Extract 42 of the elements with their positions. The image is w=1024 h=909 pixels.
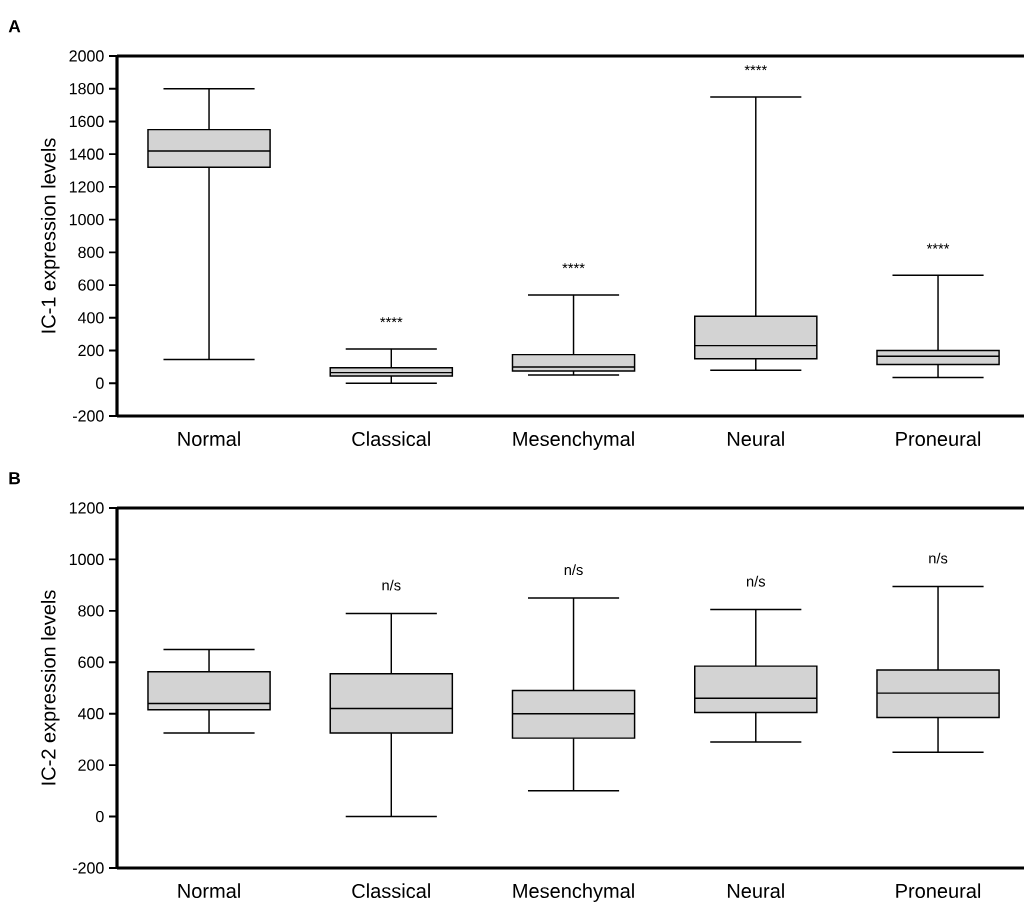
x-tick-label: Mesenchymal [513, 431, 634, 450]
y-tick-label: 1800 [69, 83, 104, 95]
y-tick-label: 0 [96, 377, 104, 389]
x-tick-label: Classical [352, 431, 430, 447]
x-tick-label: Classical [352, 883, 430, 899]
y-tick-label: 1000 [69, 213, 104, 226]
y-tick-label: 200 [78, 759, 104, 771]
y-axis-title: IC-2 expression levels [40, 590, 60, 785]
annotation: n/s [382, 579, 401, 591]
x-tick-label: Neural [727, 883, 784, 899]
x-tick-label: Proneural [896, 883, 981, 899]
y-tick-label: 400 [77, 708, 104, 720]
annotation: **** [380, 317, 403, 323]
y-tick-label: 1200 [69, 181, 104, 193]
y-tick-label: 2000 [69, 50, 104, 62]
y-tick-label: -200 [72, 410, 104, 422]
y-tick-label: 800 [78, 605, 104, 617]
annotation: **** [562, 263, 585, 269]
y-tick-label: 1400 [69, 148, 104, 160]
x-tick-label: Normal [178, 883, 240, 899]
y-tick-label: 1200 [69, 502, 104, 514]
y-tick-label: 400 [77, 312, 104, 324]
x-tick-label: Normal [178, 431, 240, 447]
annotation: n/s [746, 575, 766, 587]
y-tick-label: -200 [72, 862, 104, 874]
y-tick-label: 200 [78, 344, 104, 357]
y-tick-label: 600 [78, 656, 104, 668]
x-tick-label: Mesenchymal [513, 883, 634, 902]
y-tick-label: 1000 [69, 553, 104, 566]
y-tick-label: 800 [78, 246, 104, 258]
chart-title: A [8, 20, 21, 33]
annotation: n/s [929, 552, 948, 564]
y-axis-title: IC-1 expression levels [40, 138, 60, 333]
annotation: **** [744, 65, 767, 71]
x-tick-label: Neural [727, 431, 784, 447]
y-tick-label: 1600 [69, 115, 104, 128]
x-tick-label: Proneural [896, 431, 981, 447]
annotation: **** [926, 243, 950, 249]
y-tick-label: 0 [96, 810, 104, 823]
y-tick-label: 600 [78, 279, 104, 291]
annotation: n/s [564, 564, 583, 576]
chart-title: B [9, 472, 21, 485]
